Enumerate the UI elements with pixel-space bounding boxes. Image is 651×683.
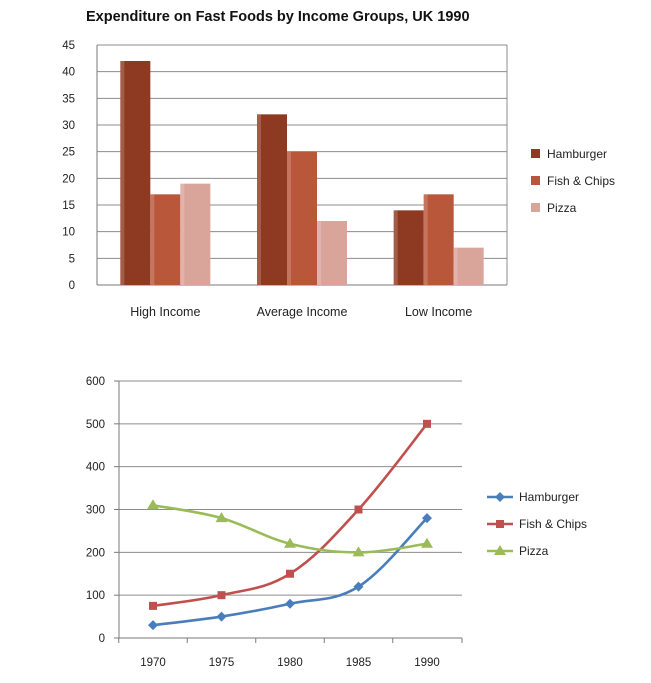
x-tick-label: 1990 xyxy=(414,657,440,669)
bar-highlight xyxy=(150,194,155,285)
y-tick-label: 0 xyxy=(69,280,75,292)
line-chart: 0 100 200 300 400 500 600 1970 1975 1980 1985 1990… xyxy=(86,376,587,669)
bar xyxy=(453,247,484,285)
legend-swatch xyxy=(531,149,540,158)
legend-label: Hamburger xyxy=(547,147,607,161)
y-tick-label: 200 xyxy=(86,547,105,559)
y-tick-label: 45 xyxy=(62,40,75,52)
y-tick-label: 30 xyxy=(62,120,75,132)
legend-label: Pizza xyxy=(519,544,549,558)
x-tick-label: 1985 xyxy=(346,657,372,669)
bar xyxy=(150,194,181,285)
bar xyxy=(423,194,454,285)
data-point xyxy=(149,601,157,610)
data-point xyxy=(422,513,432,524)
y-tick-label: 40 xyxy=(62,67,75,79)
y-tick-label: 10 xyxy=(62,227,75,239)
bar xyxy=(180,183,211,285)
y-tick-label: 15 xyxy=(62,200,75,212)
y-tick-label: 300 xyxy=(86,505,105,517)
y-tick-label: 25 xyxy=(62,147,75,159)
legend-label: Hamburger xyxy=(519,490,579,504)
y-tick-label: 100 xyxy=(86,590,105,602)
legend-label: Fish & Chips xyxy=(547,174,615,188)
bar-highlight xyxy=(287,151,291,285)
bar-chart: Expenditure on Fast Foods by Income Grou… xyxy=(62,9,615,319)
bar-highlight xyxy=(257,114,261,285)
x-tick-label: 1970 xyxy=(140,657,166,669)
bar-highlight xyxy=(423,194,428,285)
bar xyxy=(317,221,347,285)
data-point xyxy=(147,499,159,510)
category-label: High Income xyxy=(130,305,200,319)
data-point xyxy=(284,537,296,548)
bar xyxy=(287,151,317,285)
data-point xyxy=(353,581,364,592)
legend-swatch xyxy=(531,203,540,212)
y-tick-label: 500 xyxy=(86,419,105,431)
y-tick-label: 20 xyxy=(62,173,75,185)
y-tick-label: 0 xyxy=(99,633,105,645)
bar-highlight xyxy=(120,61,125,285)
category-label: Average Income xyxy=(257,305,348,319)
data-point xyxy=(148,620,158,631)
data-point xyxy=(494,545,506,555)
data-point xyxy=(217,591,226,600)
bar-highlight xyxy=(317,221,321,285)
y-tick-label: 35 xyxy=(62,93,75,105)
bar-highlight xyxy=(180,183,185,285)
data-point xyxy=(496,520,504,528)
data-point xyxy=(423,419,431,428)
bar xyxy=(257,114,287,285)
data-point xyxy=(285,598,295,609)
x-tick-label: 1975 xyxy=(209,657,235,669)
data-point xyxy=(354,505,363,514)
bar xyxy=(393,210,424,285)
data-point xyxy=(352,546,365,557)
legend-label: Fish & Chips xyxy=(519,517,587,531)
series-line xyxy=(152,423,429,608)
legend-swatch xyxy=(531,176,540,185)
bar-highlight xyxy=(393,210,398,285)
bar xyxy=(120,61,151,285)
category-label: Low Income xyxy=(405,305,472,319)
y-tick-label: 5 xyxy=(69,253,75,265)
data-point xyxy=(216,611,227,622)
data-point xyxy=(421,537,433,548)
bar-highlight xyxy=(453,247,458,285)
chart-title: Expenditure on Fast Foods by Income Grou… xyxy=(86,9,470,25)
data-point xyxy=(215,512,228,523)
data-point xyxy=(286,569,294,578)
y-tick-label: 400 xyxy=(86,462,105,474)
data-point xyxy=(495,492,505,502)
x-tick-label: 1980 xyxy=(277,657,303,669)
legend-label: Pizza xyxy=(547,201,577,215)
y-tick-label: 600 xyxy=(86,376,105,388)
